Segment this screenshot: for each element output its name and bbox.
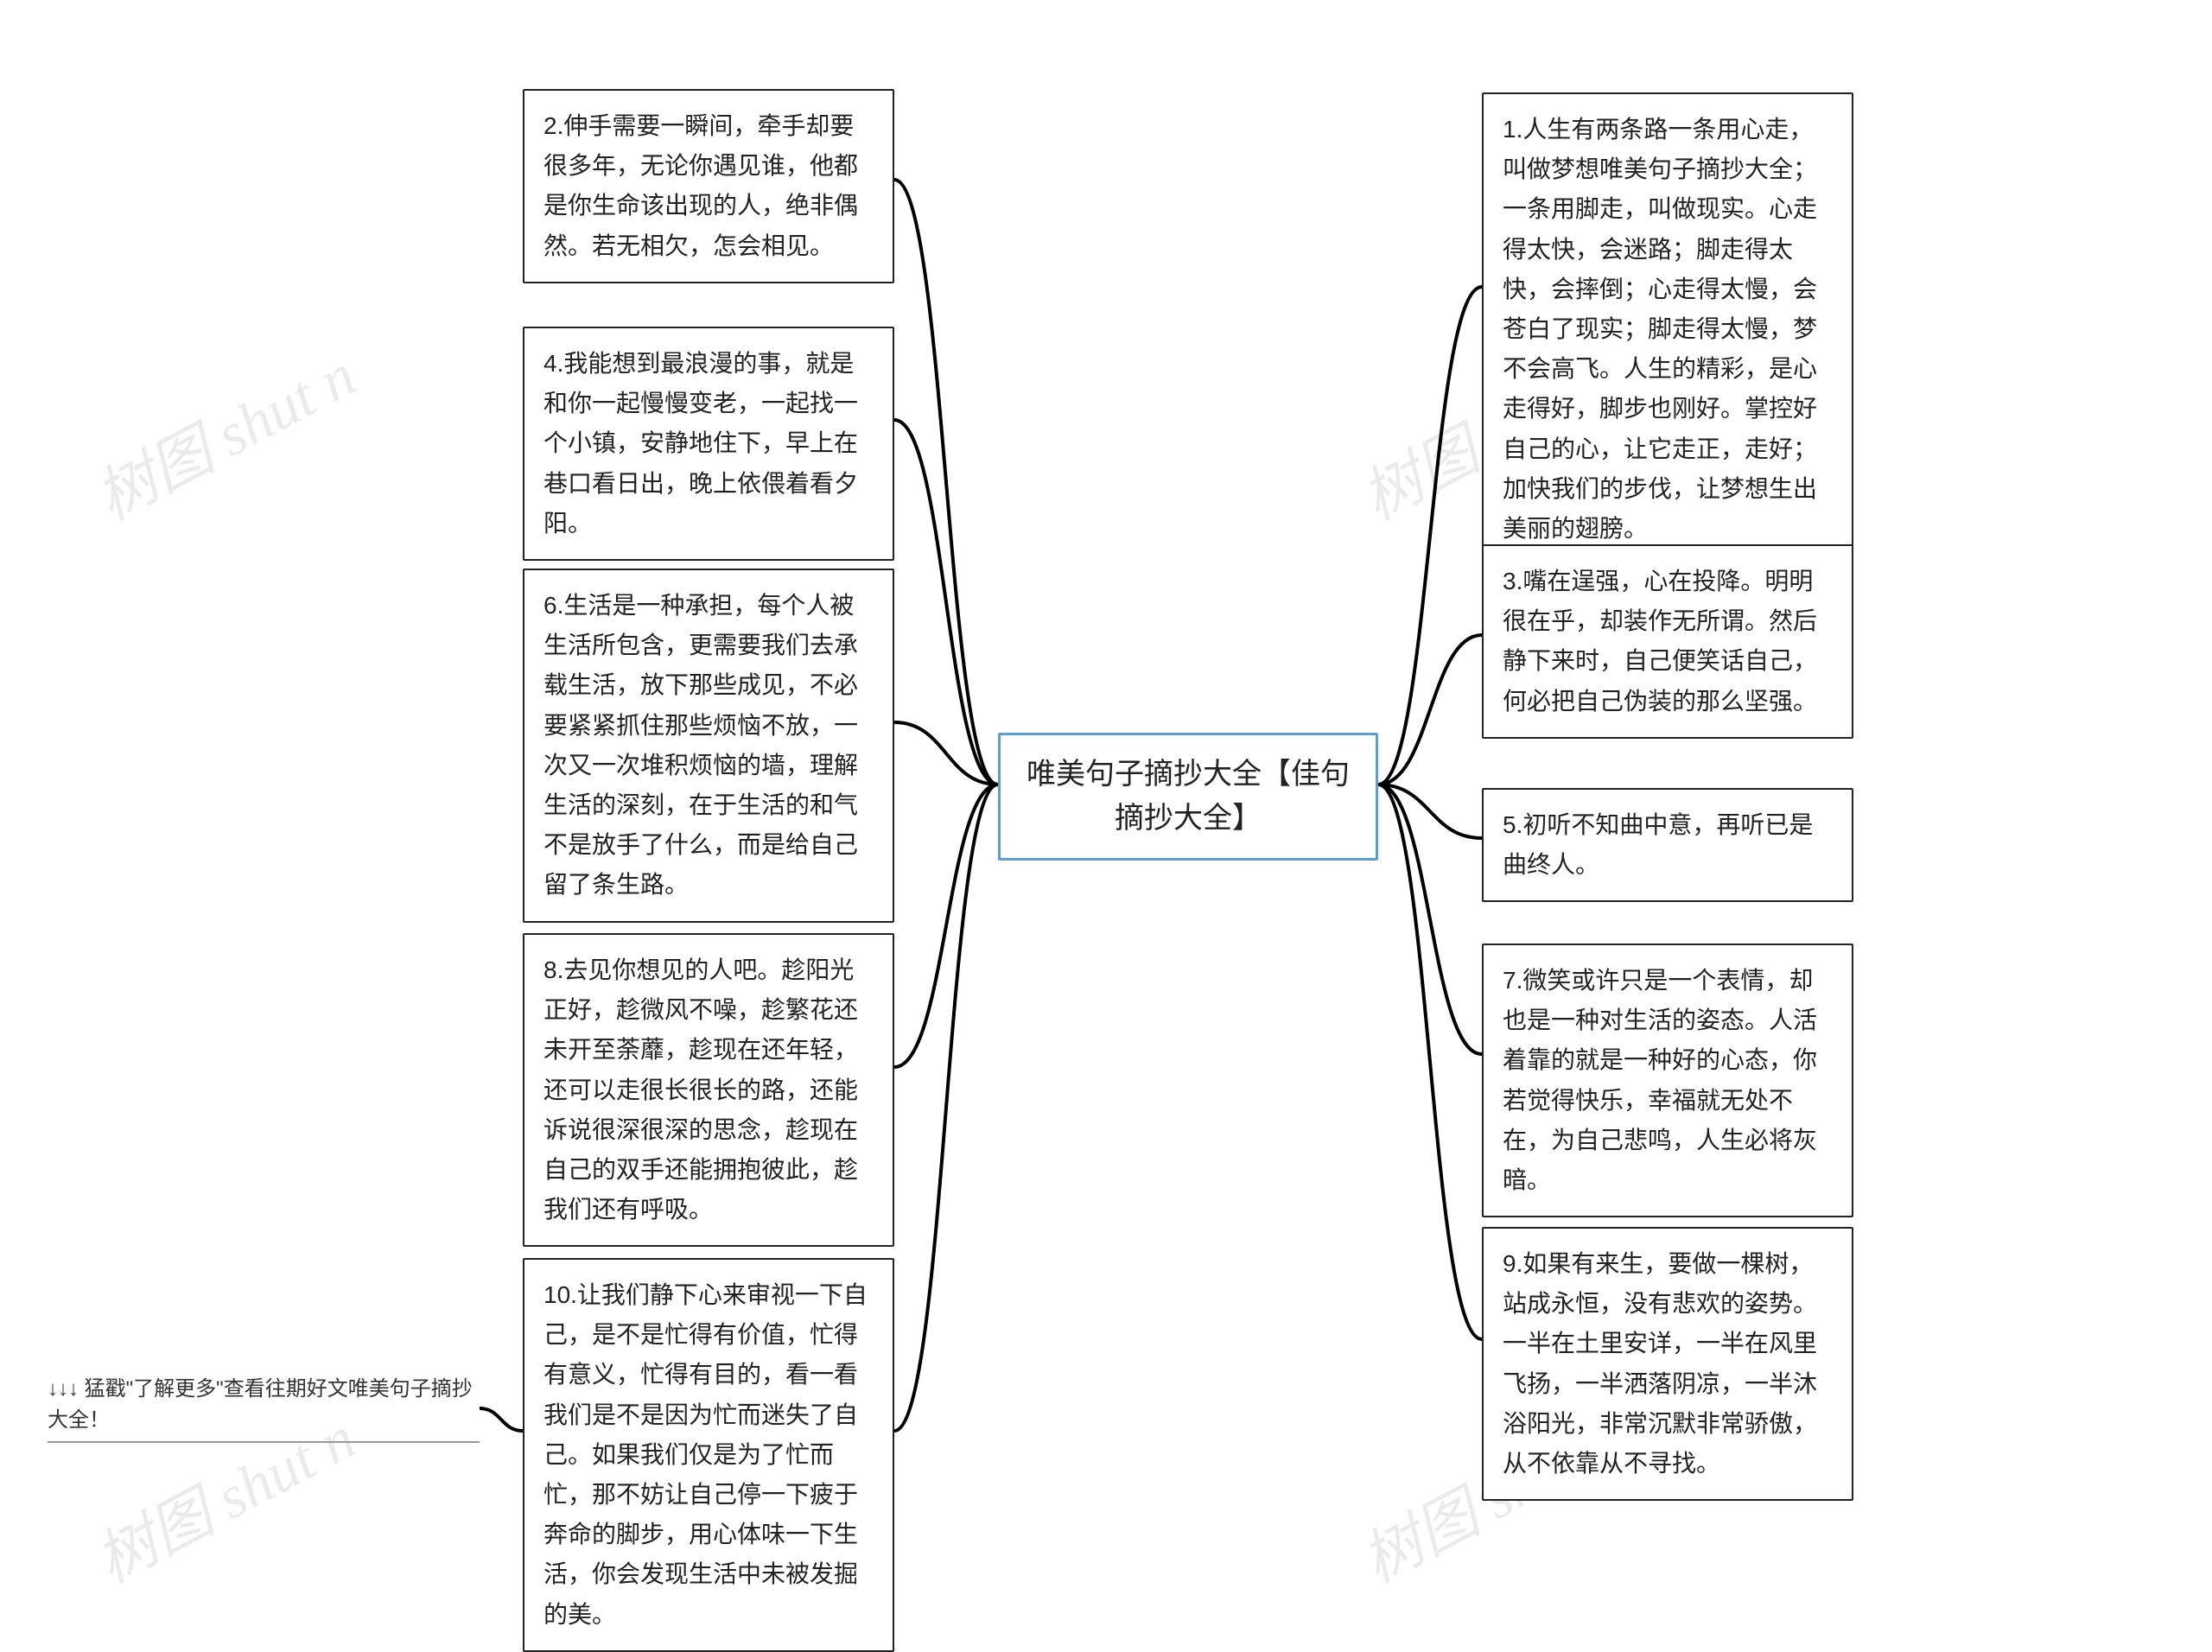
sub-node-text: ↓↓↓ 猛戳"了解更多"查看往期好文唯美句子摘抄大全！	[48, 1377, 473, 1432]
node-text: 2.伸手需要一瞬间，牵手却要很多年，无论你遇见谁，他都是你生命该出现的人，绝非偶…	[543, 112, 858, 259]
node-text: 3.嘴在逞强，心在投降。明明很在乎，却装作无所谓。然后静下来时，自己便笑话自己，…	[1503, 568, 1817, 715]
branch-node-2[interactable]: 2.伸手需要一瞬间，牵手却要很多年，无论你遇见谁，他都是你生命该出现的人，绝非偶…	[523, 89, 894, 283]
branch-node-9[interactable]: 9.如果有来生，要做一棵树，站成永恒，没有悲欢的姿势。一半在土里安详，一半在风里…	[1482, 1227, 1853, 1501]
branch-node-3[interactable]: 3.嘴在逞强，心在投降。明明很在乎，却装作无所谓。然后静下来时，自己便笑话自己，…	[1482, 544, 1853, 739]
node-text: 5.初听不知曲中意，再听已是曲终人。	[1503, 811, 1813, 878]
node-text: 6.生活是一种承担，每个人被生活所包含，更需要我们去承载生活，放下那些成见，不必…	[543, 592, 858, 898]
branch-node-1[interactable]: 1.人生有两条路一条用心走，叫做梦想唯美句子摘抄大全；一条用脚走，叫做现实。心走…	[1482, 92, 1853, 566]
branch-node-6[interactable]: 6.生活是一种承担，每个人被生活所包含，更需要我们去承载生活，放下那些成见，不必…	[523, 569, 894, 923]
node-text: 8.去见你想见的人吧。趁阳光正好，趁微风不噪，趁繁花还未开至荼蘼，趁现在还年轻，…	[543, 956, 858, 1223]
center-topic-text: 唯美句子摘抄大全【佳句摘抄大全】	[1027, 758, 1350, 835]
watermark: 树图 shut n	[78, 327, 368, 537]
node-text: 7.微笑或许只是一个表情，却也是一种对生活的姿态。人活着靠的就是一种好的心态，你…	[1503, 967, 1817, 1193]
center-topic[interactable]: 唯美句子摘抄大全【佳句摘抄大全】	[998, 733, 1378, 861]
branch-node-8[interactable]: 8.去见你想见的人吧。趁阳光正好，趁微风不噪，趁繁花还未开至荼蘼，趁现在还年轻，…	[523, 933, 894, 1247]
branch-node-7[interactable]: 7.微笑或许只是一个表情，却也是一种对生活的姿态。人活着靠的就是一种好的心态，你…	[1482, 944, 1853, 1217]
node-text: 1.人生有两条路一条用心走，叫做梦想唯美句子摘抄大全；一条用脚走，叫做现实。心走…	[1503, 116, 1817, 542]
mindmap-canvas: 树图 shut n 树图 shut n 树图 shut n 树图 shut n …	[0, 0, 2212, 1630]
node-text: 10.让我们静下心来审视一下自己，是不是忙得有价值，忙得有意义，忙得有目的，看一…	[543, 1281, 868, 1628]
node-text: 4.我能想到最浪漫的事，就是和你一起慢慢变老，一起找一个小镇，安静地住下，早上在…	[543, 350, 858, 537]
node-text: 9.如果有来生，要做一棵树，站成永恒，没有悲欢的姿势。一半在土里安详，一半在风里…	[1503, 1250, 1817, 1477]
branch-node-4[interactable]: 4.我能想到最浪漫的事，就是和你一起慢慢变老，一起找一个小镇，安静地住下，早上在…	[523, 327, 894, 561]
branch-node-10[interactable]: 10.让我们静下心来审视一下自己，是不是忙得有价值，忙得有意义，忙得有目的，看一…	[523, 1258, 894, 1652]
branch-node-5[interactable]: 5.初听不知曲中意，再听已是曲终人。	[1482, 788, 1853, 902]
sub-node[interactable]: ↓↓↓ 猛戳"了解更多"查看往期好文唯美句子摘抄大全！	[48, 1374, 480, 1443]
